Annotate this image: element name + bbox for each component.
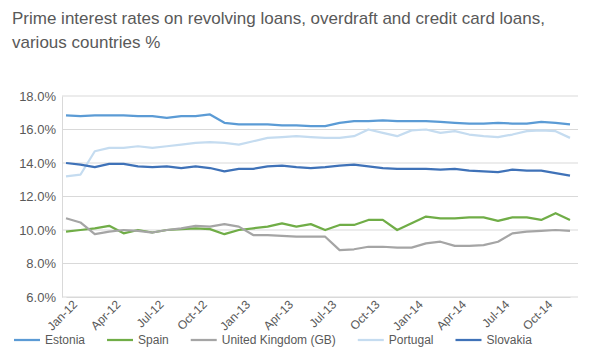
y-tick-label: 14.0% [19, 156, 56, 171]
title-line: Prime interest rates on revolving loans,… [12, 9, 545, 28]
x-tick: Apr-14 [434, 297, 470, 333]
legend-swatch [358, 339, 384, 341]
grid-line [62, 263, 578, 264]
chart: Prime interest rates on revolving loans,… [0, 0, 600, 353]
x-tick-label: Apr-14 [434, 297, 470, 333]
y-tick: 12.0% [19, 189, 62, 204]
grid-line [62, 163, 578, 164]
x-tick-label: Jan-14 [390, 297, 426, 333]
x-tick-label: Apr-13 [261, 297, 297, 333]
grid-line [62, 129, 578, 130]
x-tick-label: Oct-13 [347, 297, 383, 333]
x-tick: Jan-14 [390, 297, 426, 333]
legend-label: Slovakia [486, 333, 532, 347]
grid-line [62, 96, 578, 97]
legend-label: Portugal [389, 333, 434, 347]
y-tick-label: 8.0% [26, 256, 56, 271]
legend-swatch [14, 339, 40, 341]
y-tick-label: 6.0% [26, 290, 56, 305]
x-tick: Jan-13 [217, 297, 253, 333]
x-tick: Jul-12 [134, 297, 167, 330]
y-tick: 18.0% [19, 89, 62, 104]
title-line: various countries % [12, 33, 160, 52]
series-line [66, 114, 570, 126]
x-tick-label: Oct-14 [520, 297, 556, 333]
y-tick: 10.0% [19, 223, 62, 238]
x-tick: Jul-13 [306, 297, 339, 330]
grid-line [62, 196, 578, 197]
legend-item: Portugal [358, 333, 434, 347]
y-tick: 8.0% [26, 256, 62, 271]
x-tick: Oct-13 [347, 297, 383, 333]
x-tick: Apr-13 [261, 297, 297, 333]
grid [62, 96, 578, 297]
x-tick: Oct-12 [174, 297, 210, 333]
grid-line [62, 297, 578, 298]
y-tick: 16.0% [19, 122, 62, 137]
y-axis-line [62, 97, 63, 298]
x-tick: Jan-12 [44, 297, 80, 333]
title: Prime interest rates on revolving loans,… [12, 9, 545, 52]
x-tick-label: Jan-12 [44, 297, 80, 333]
legend-item: Spain [107, 333, 169, 347]
y-tick-label: 16.0% [19, 122, 56, 137]
x-tick-label: Apr-12 [88, 297, 124, 333]
x-tick: Apr-12 [88, 297, 124, 333]
x-tick-label: Jan-13 [217, 297, 253, 333]
y-tick: 14.0% [19, 156, 62, 171]
y-tick-label: 10.0% [19, 223, 56, 238]
legend-item: United Kingdom (GB) [191, 333, 336, 347]
legend-swatch [107, 339, 133, 341]
x-tick: Jul-14 [479, 297, 512, 330]
legend-swatch [455, 339, 481, 341]
series-line [66, 218, 570, 250]
y-tick: 6.0% [26, 290, 62, 305]
series-line [66, 163, 570, 176]
legend-swatch [191, 339, 217, 341]
legend-label: United Kingdom (GB) [222, 333, 336, 347]
x-tick-label: Jul-14 [479, 297, 512, 330]
x-tick-label: Oct-12 [174, 297, 210, 333]
legend-label: Spain [138, 333, 169, 347]
x-tick-label: Jul-13 [306, 297, 339, 330]
y-tick-label: 18.0% [19, 89, 56, 104]
plot-area [66, 114, 570, 250]
y-axis: 6.0% 8.0% 10.0% 12.0% 14.0% 16.0% 18.0% [19, 89, 62, 305]
legend-label: Estonia [45, 333, 85, 347]
legend: Estonia Spain United Kingdom (GB) Portugal S… [14, 333, 532, 347]
x-tick: Oct-14 [520, 297, 556, 333]
series-line [66, 130, 570, 177]
x-tick-label: Jul-12 [134, 297, 167, 330]
x-axis: Jan-12Apr-12 Jul-12Oct-12Jan-13Apr-13 Jul-… [44, 297, 570, 333]
legend-item: Estonia [14, 333, 85, 347]
x-axis-line [67, 297, 571, 298]
y-tick-label: 12.0% [19, 189, 56, 204]
legend-item: Slovakia [455, 333, 532, 347]
